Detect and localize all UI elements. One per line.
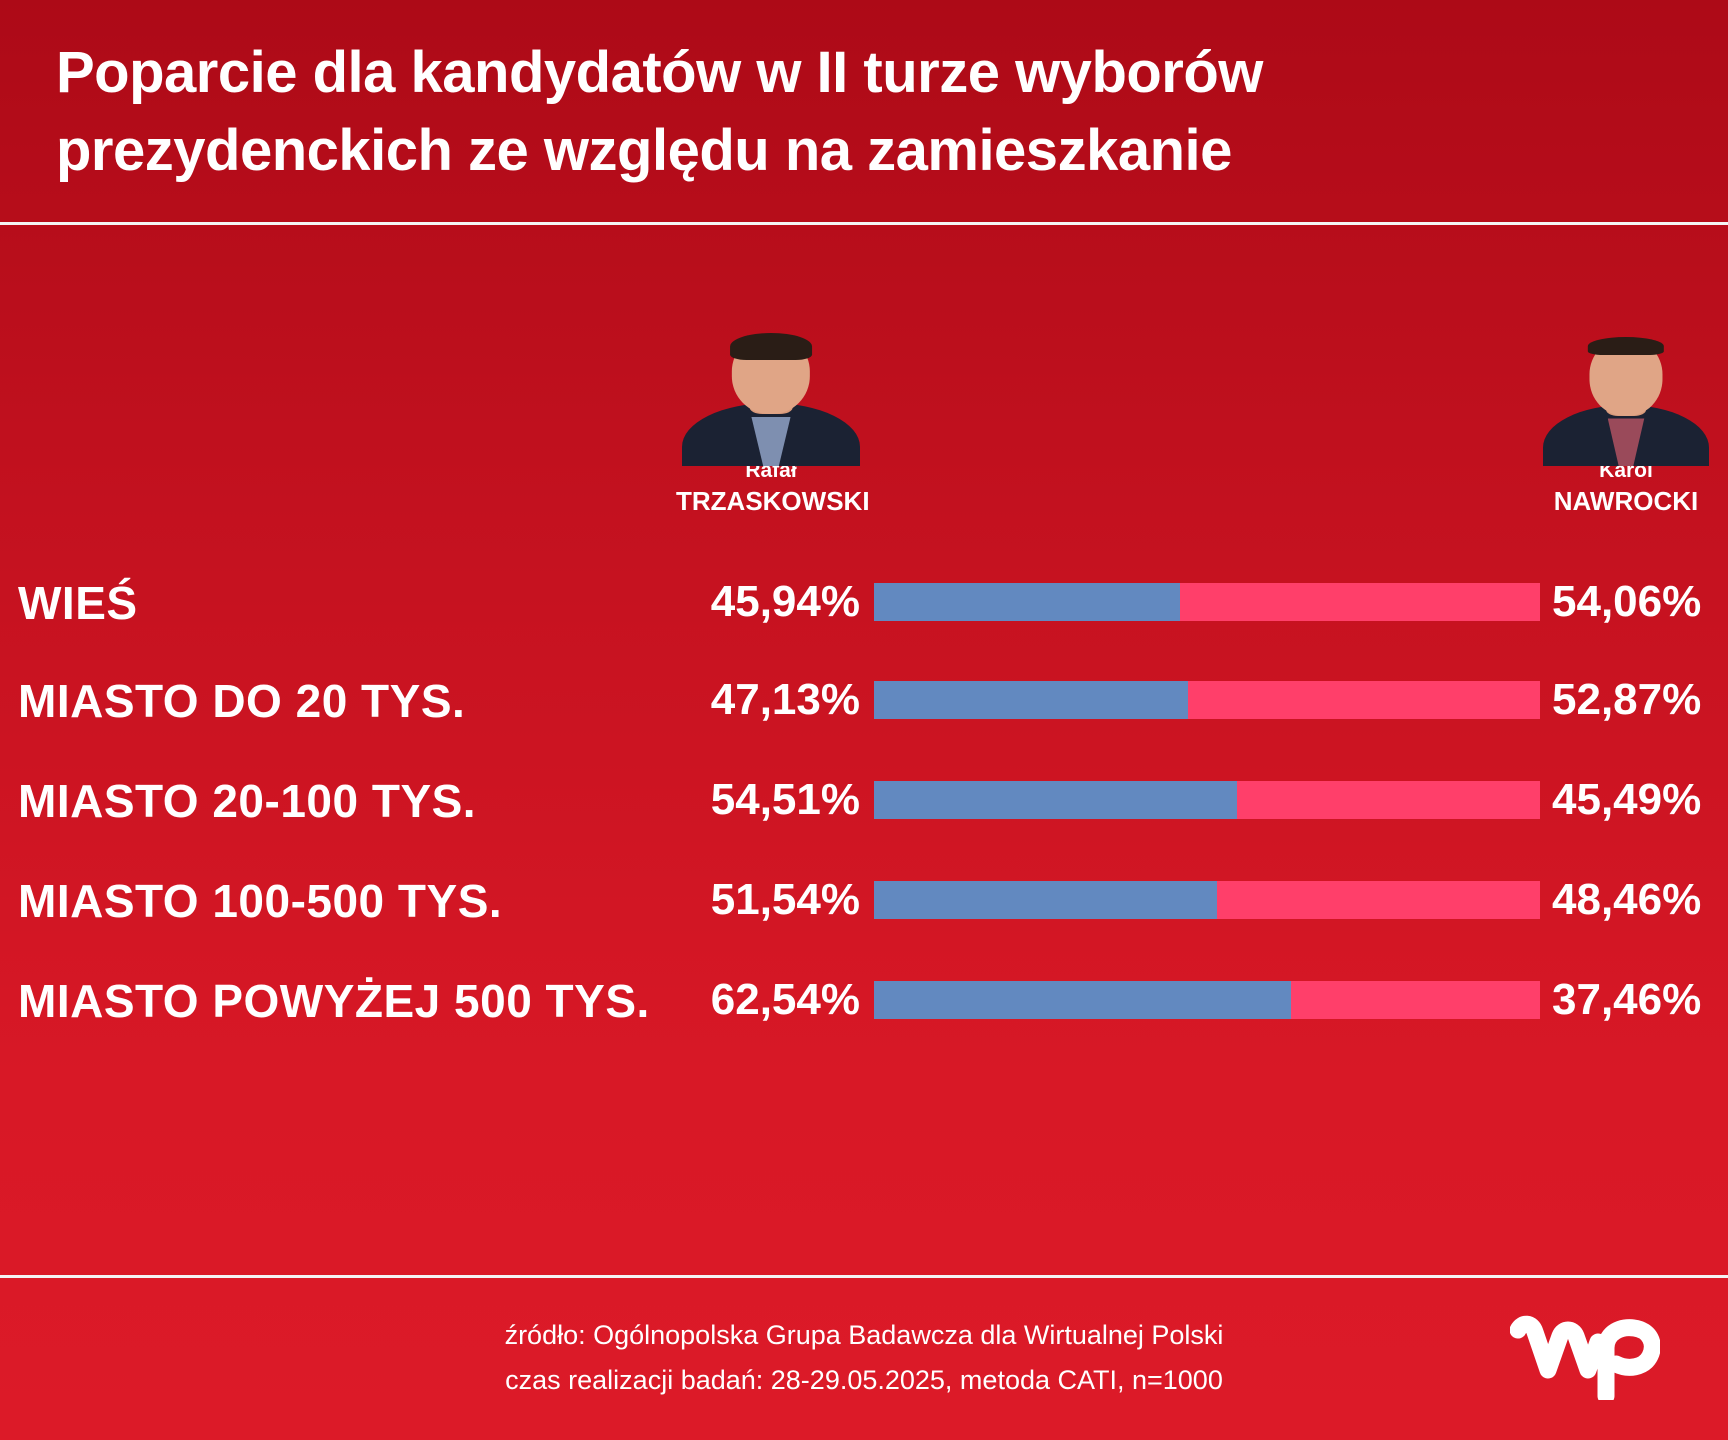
data-label-nawrocki: 52,87% [1552, 675, 1702, 724]
bar-segment-trzaskowski [874, 583, 1180, 621]
bar-segment-trzaskowski [874, 881, 1218, 919]
category-label: MIASTO POWYŻEJ 500 TYS. [18, 975, 650, 1027]
category-label: MIASTO DO 20 TYS. [18, 675, 466, 727]
chart-title-line-1: Poparcie dla kandydatów w II turze wybor… [56, 40, 1263, 105]
stacked-bar [874, 681, 1540, 719]
data-label-trzaskowski: 54,51% [710, 775, 860, 824]
bar-segment-nawrocki [1237, 781, 1540, 819]
stacked-bar [874, 981, 1540, 1019]
nawrocki-portrait [1543, 334, 1709, 466]
method-note: czas realizacji badań: 28-29.05.2025, me… [505, 1365, 1223, 1395]
chart-title-line-2: prezydenckich ze względu na zamieszkanie [56, 118, 1232, 183]
bar-segment-trzaskowski [874, 981, 1291, 1019]
data-label-trzaskowski: 45,94% [710, 577, 860, 626]
bar-segment-trzaskowski [874, 681, 1188, 719]
candidate-nawrocki: Karol NAWROCKI [1540, 334, 1712, 518]
bar-segment-nawrocki [1217, 881, 1540, 919]
top-divider [0, 222, 1728, 225]
category-label: WIEŚ [18, 577, 138, 629]
trzaskowski-portrait [682, 330, 860, 466]
category-label: MIASTO 100-500 TYS. [18, 875, 503, 927]
bar-segment-nawrocki [1179, 583, 1540, 621]
bar-segment-nawrocki [1187, 681, 1540, 719]
data-label-nawrocki: 37,46% [1552, 975, 1702, 1024]
chart-title: Poparcie dla kandydatów w II turze wybor… [56, 34, 1616, 190]
candidate-last-name: NAWROCKI [1553, 486, 1699, 516]
wp-logo-icon [1510, 1315, 1660, 1400]
data-label-nawrocki: 54,06% [1552, 577, 1702, 626]
source-note: źródło: Ogólnopolska Grupa Badawcza dla … [504, 1320, 1224, 1350]
bar-segment-trzaskowski [874, 781, 1238, 819]
bottom-divider [0, 1275, 1728, 1278]
candidate-trzaskowski: Rafał TRZASKOWSKI [676, 330, 870, 518]
data-label-nawrocki: 48,46% [1552, 875, 1702, 924]
stacked-bar [874, 881, 1540, 919]
data-label-trzaskowski: 62,54% [710, 975, 860, 1024]
candidate-last-name: TRZASKOWSKI [676, 486, 870, 516]
data-label-trzaskowski: 47,13% [710, 675, 860, 724]
bar-segment-nawrocki [1290, 981, 1540, 1019]
stacked-bar [874, 781, 1540, 819]
data-label-nawrocki: 45,49% [1552, 775, 1702, 824]
data-label-trzaskowski: 51,54% [710, 875, 860, 924]
stacked-bar [874, 583, 1540, 621]
category-label: MIASTO 20-100 TYS. [18, 775, 477, 827]
